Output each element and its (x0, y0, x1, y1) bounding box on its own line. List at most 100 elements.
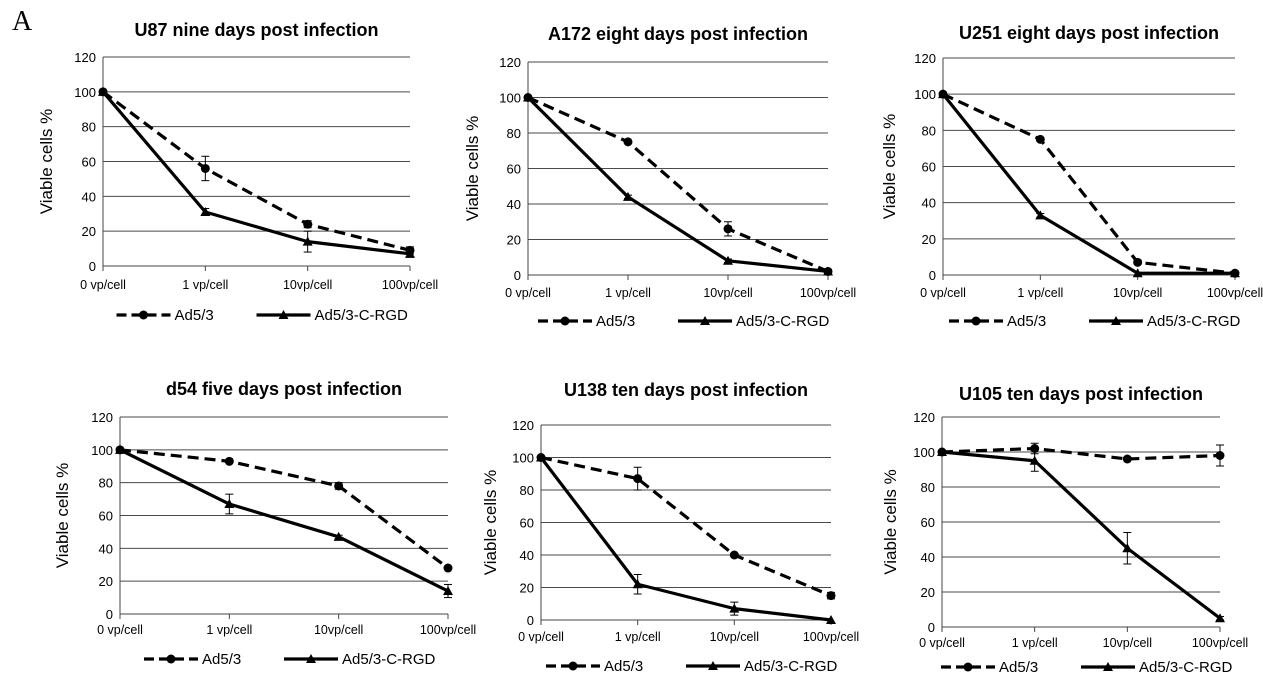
series-line (119, 448, 449, 593)
chart-panel-3: U251 eight days post infection Viable cel… (880, 23, 1263, 330)
y-tick-label: 40 (82, 189, 96, 204)
legend-swatch-marker (1111, 316, 1121, 325)
series-line (539, 456, 832, 622)
y-tick-label: 80 (82, 120, 96, 135)
chart-legend: Ad5/3 Ad5/3-C-RGD (941, 659, 1233, 676)
y-tick-label: 0 (514, 268, 521, 283)
legend-swatch-marker (963, 662, 973, 672)
data-point (1122, 454, 1132, 464)
y-tick-label: 80 (520, 483, 534, 498)
chart-panel-6: U105 ten days post infection Viable cells… (881, 384, 1248, 676)
legend-swatch-marker (708, 661, 718, 670)
y-tick-label: 20 (99, 574, 113, 589)
chart-legend: Ad5/3 Ad5/3-C-RGD (116, 307, 408, 324)
x-tick-label: 10vp/cell (703, 286, 752, 300)
data-point (334, 481, 344, 491)
series-ad5-3-c-rgd (115, 444, 453, 599)
y-tick-label: 40 (921, 550, 935, 565)
chart-panel-5: U138 ten days post infection Viable cells… (481, 380, 859, 675)
data-point (224, 456, 234, 466)
data-point (623, 137, 633, 147)
y-tick-label: 100 (914, 87, 936, 102)
x-tick-label: 1 vp/cell (615, 630, 661, 644)
x-tick-label: 1 vp/cell (1012, 636, 1058, 650)
chart-title: U87 nine days post infection (134, 20, 378, 40)
data-point (1215, 451, 1225, 460)
x-tick-label: 0 vp/cell (505, 286, 551, 300)
series-line (942, 92, 1236, 275)
legend-label: Ad5/3 (604, 658, 643, 675)
y-tick-label: 80 (99, 476, 113, 491)
x-tick-label: 1 vp/cell (1017, 286, 1063, 300)
x-tick-label: 0 vp/cell (97, 623, 143, 637)
series-line (102, 90, 411, 252)
y-tick-label: 120 (91, 410, 113, 425)
y-tick-label: 60 (921, 515, 935, 530)
y-tick-label: 120 (499, 55, 521, 70)
series-line (941, 93, 1235, 275)
chart-title: U251 eight days post infection (959, 23, 1219, 43)
chart-panel-1: U87 nine days post infection Viable cells… (37, 20, 438, 324)
chart-panel-2: A172 eight days post infection Viable cel… (463, 24, 856, 330)
data-point (1122, 543, 1133, 553)
y-tick-label: 80 (922, 123, 936, 138)
data-point (98, 86, 108, 96)
data-point (1230, 268, 1240, 278)
legend-swatch-marker (700, 316, 710, 325)
legend-label: Ad5/3-C-RGD (1139, 659, 1233, 676)
series-ad5-3-c-rgd (938, 89, 1240, 278)
x-tick-label: 1 vp/cell (206, 623, 252, 637)
x-tick-label: 10vp/cell (1103, 636, 1152, 650)
legend-label: Ad5/3 (1007, 313, 1046, 330)
data-point (938, 89, 948, 99)
y-tick-label: 100 (499, 91, 521, 106)
legend-swatch-marker (278, 310, 289, 319)
y-tick-label: 20 (520, 581, 534, 596)
legend-swatch-marker (560, 316, 570, 326)
data-point (729, 603, 740, 613)
y-tick-label: 20 (507, 233, 521, 248)
x-tick-label: 10vp/cell (710, 630, 759, 644)
y-tick-label: 40 (922, 196, 936, 211)
y-axis-label: Viable cells % (463, 116, 482, 222)
series-line (101, 90, 411, 256)
series-ad5-3-c-rgd (98, 86, 415, 258)
data-point (1035, 210, 1046, 220)
y-tick-label: 20 (82, 224, 96, 239)
series-ad5-3-c-rgd (523, 92, 833, 276)
y-tick-label: 60 (520, 516, 534, 531)
y-tick-label: 40 (507, 197, 521, 212)
x-tick-label: 0 vp/cell (518, 630, 564, 644)
legend-swatch-marker (1103, 662, 1113, 671)
legend-label: Ad5/3 (999, 659, 1038, 676)
data-point (723, 224, 733, 234)
data-point (443, 586, 453, 596)
x-tick-label: 100vp/cell (420, 623, 476, 637)
y-tick-label: 120 (913, 410, 935, 425)
x-tick-label: 100vp/cell (1192, 636, 1248, 650)
data-point (1035, 134, 1045, 144)
y-tick-label: 60 (922, 160, 936, 175)
legend-swatch-marker (139, 310, 148, 320)
y-tick-label: 0 (928, 620, 935, 635)
x-tick-label: 100vp/cell (800, 286, 856, 300)
y-tick-label: 0 (89, 259, 96, 274)
series-line (540, 455, 832, 598)
legend-label: Ad5/3 (596, 313, 635, 330)
y-tick-label: 0 (527, 613, 534, 628)
y-axis-label: Viable cells % (481, 470, 500, 576)
y-tick-label: 0 (929, 268, 936, 283)
data-point (523, 92, 533, 102)
x-tick-label: 100vp/cell (803, 630, 859, 644)
y-tick-label: 120 (914, 51, 936, 66)
figure-panel-label: A (12, 6, 33, 37)
data-point (1133, 257, 1143, 267)
x-tick-label: 1 vp/cell (182, 278, 228, 292)
y-tick-label: 60 (507, 162, 521, 177)
legend-label: Ad5/3 (202, 651, 241, 668)
legend-label: Ad5/3-C-RGD (342, 651, 436, 668)
chart-title: A172 eight days post infection (548, 24, 808, 44)
series-line (941, 450, 1221, 620)
y-axis-label: Viable cells % (53, 463, 72, 569)
